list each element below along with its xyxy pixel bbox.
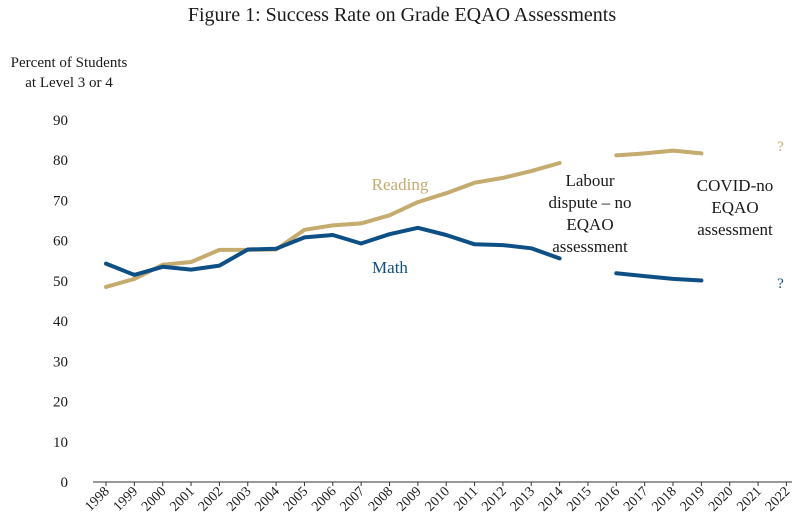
x-tick-label: 2001 [167, 484, 197, 514]
x-tick-label: 2000 [139, 484, 169, 514]
x-axis-ticks: 1998199920002001200220032004200520062007… [82, 482, 793, 515]
series-label-math: Math [372, 258, 408, 277]
x-tick-label: 2009 [394, 484, 424, 514]
labour-note-line-3: EQAO [566, 215, 613, 234]
x-tick-label: 2016 [593, 484, 623, 514]
y-axis-label-line-1: Percent of Students [11, 55, 128, 71]
question-markers: ?? [777, 139, 784, 292]
x-tick-label: 2012 [479, 484, 509, 514]
labour-note-line-2: dispute – no [548, 193, 631, 212]
series-line-math [104, 225, 562, 277]
x-tick-label: 2004 [253, 484, 283, 514]
x-tick-label: 2011 [451, 484, 481, 514]
question-marker-math: ? [777, 276, 784, 292]
x-tick-label: 2007 [338, 484, 368, 514]
x-tick-label: 1998 [82, 484, 112, 514]
y-tick-label: 30 [53, 354, 68, 370]
y-axis-label-line-2: at Level 3 or 4 [25, 75, 113, 91]
x-tick-label: 2021 [734, 484, 764, 514]
x-tick-label: 2010 [423, 484, 453, 514]
y-axis-ticks: 0 10 20 30 40 50 60 70 80 90 [53, 113, 68, 491]
y-tick-label: 60 [53, 234, 68, 250]
x-tick-label: 2008 [366, 484, 396, 514]
annotations: Labour dispute – no EQAO assessment COVI… [548, 171, 773, 256]
series-line-math [614, 271, 704, 283]
series-group [104, 148, 704, 289]
x-tick-label: 2005 [281, 484, 311, 514]
x-tick-label: 2018 [649, 484, 679, 514]
covid-note-line-1: COVID-no [697, 176, 774, 195]
x-tick-label: 2002 [196, 484, 226, 514]
series-label-reading: Reading [372, 175, 429, 194]
y-tick-label: 10 [53, 435, 68, 451]
x-tick-label: 2014 [536, 484, 566, 514]
y-tick-label: 20 [53, 395, 68, 411]
labour-note-line-1: Labour [565, 171, 614, 190]
series-line-reading [614, 148, 704, 158]
x-tick-label: 2006 [309, 484, 339, 514]
covid-note-line-3: assessment [697, 220, 773, 239]
x-tick-label: 2013 [508, 484, 538, 514]
y-tick-label: 50 [53, 274, 68, 290]
y-tick-label: 90 [53, 113, 68, 129]
y-tick-label: 40 [53, 314, 68, 330]
question-marker-reading: ? [777, 139, 784, 155]
x-tick-label: 2003 [224, 484, 254, 514]
series-line-reading [104, 161, 562, 289]
y-tick-label: 80 [53, 153, 68, 169]
x-tick-label: 2022 [763, 484, 793, 514]
x-tick-label: 2019 [678, 484, 708, 514]
y-tick-label: 70 [53, 193, 68, 209]
chart-title: Figure 1: Success Rate on Grade EQAO Ass… [188, 4, 616, 26]
covid-note-line-2: EQAO [711, 198, 758, 217]
x-tick-label: 2020 [706, 484, 736, 514]
x-tick-label: 2017 [621, 484, 651, 514]
x-tick-label: 1999 [111, 484, 141, 514]
series-labels: Reading Math [372, 175, 429, 277]
labour-note-line-4: assessment [552, 237, 628, 256]
y-tick-label: 0 [61, 475, 69, 491]
x-tick-label: 2015 [564, 484, 594, 514]
